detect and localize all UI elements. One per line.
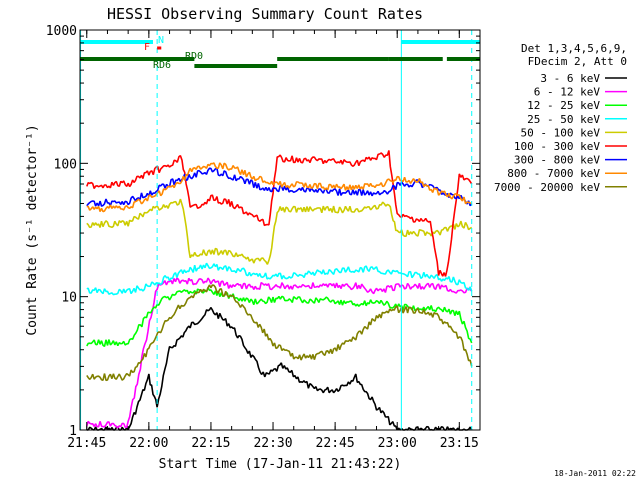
series-line xyxy=(86,277,473,429)
legend-label: 300 - 800 keV xyxy=(514,154,600,167)
series-line xyxy=(86,262,473,296)
annotation-label: F xyxy=(144,42,150,53)
series-line xyxy=(86,162,472,213)
legend-label: 100 - 300 keV xyxy=(514,140,600,153)
timestamp: 18-Jan-2011 02:22 xyxy=(554,469,636,478)
series-line xyxy=(86,284,473,382)
series-line xyxy=(86,287,473,348)
legend: Det 1,3,4,5,6,9,FDecim 2, Att 0 3 - 6 keV… xyxy=(494,42,627,194)
series-line xyxy=(86,198,473,265)
y-tick-label: 1000 xyxy=(46,24,77,39)
legend-label: 50 - 100 keV xyxy=(521,126,601,139)
x-tick-label: 22:45 xyxy=(316,436,355,451)
annotation-label: RD0 xyxy=(185,51,203,62)
x-tick-label: 22:00 xyxy=(129,436,168,451)
series-line xyxy=(86,167,473,207)
legend-label: 12 - 25 keV xyxy=(527,99,600,112)
chart-marks: NF RD0 RD6 xyxy=(80,30,480,431)
series-line xyxy=(86,150,473,277)
x-tick-label: 23:15 xyxy=(440,436,479,451)
y-tick-label: 1 xyxy=(69,424,77,439)
annotation-label: RD6 xyxy=(153,60,171,71)
legend-label: 6 - 12 keV xyxy=(534,86,601,99)
legend-label: 25 - 50 keV xyxy=(527,113,600,126)
y-axis-label: Count Rate (s⁻¹ detector⁻¹) xyxy=(25,124,40,335)
plot-frame xyxy=(79,29,481,431)
x-tick-label: 23:00 xyxy=(378,436,417,451)
legend-label: 800 - 7000 keV xyxy=(507,167,600,180)
series-line xyxy=(86,307,473,431)
x-tick-label: 21:45 xyxy=(67,436,106,451)
y-tick-label: 100 xyxy=(54,157,77,172)
legend-header: FDecim 2, Att 0 xyxy=(528,55,627,68)
chart-axes: 1 10 100 1000 21:45 22:00 22:15 22:30 22:45 23:00… xyxy=(46,24,481,451)
legend-label: 3 - 6 keV xyxy=(540,72,600,85)
y-tick-label: 10 xyxy=(61,291,77,306)
x-tick-label: 22:30 xyxy=(253,436,292,451)
legend-header: Det 1,3,4,5,6,9, xyxy=(521,42,627,55)
x-tick-label: 22:15 xyxy=(191,436,230,451)
chart-title: HESSI Observing Summary Count Rates xyxy=(107,5,423,23)
annotation-label: N xyxy=(158,35,164,46)
x-axis-label: Start Time (17-Jan-11 21:43:22) xyxy=(159,457,402,472)
legend-label: 7000 - 20000 keV xyxy=(494,181,600,194)
